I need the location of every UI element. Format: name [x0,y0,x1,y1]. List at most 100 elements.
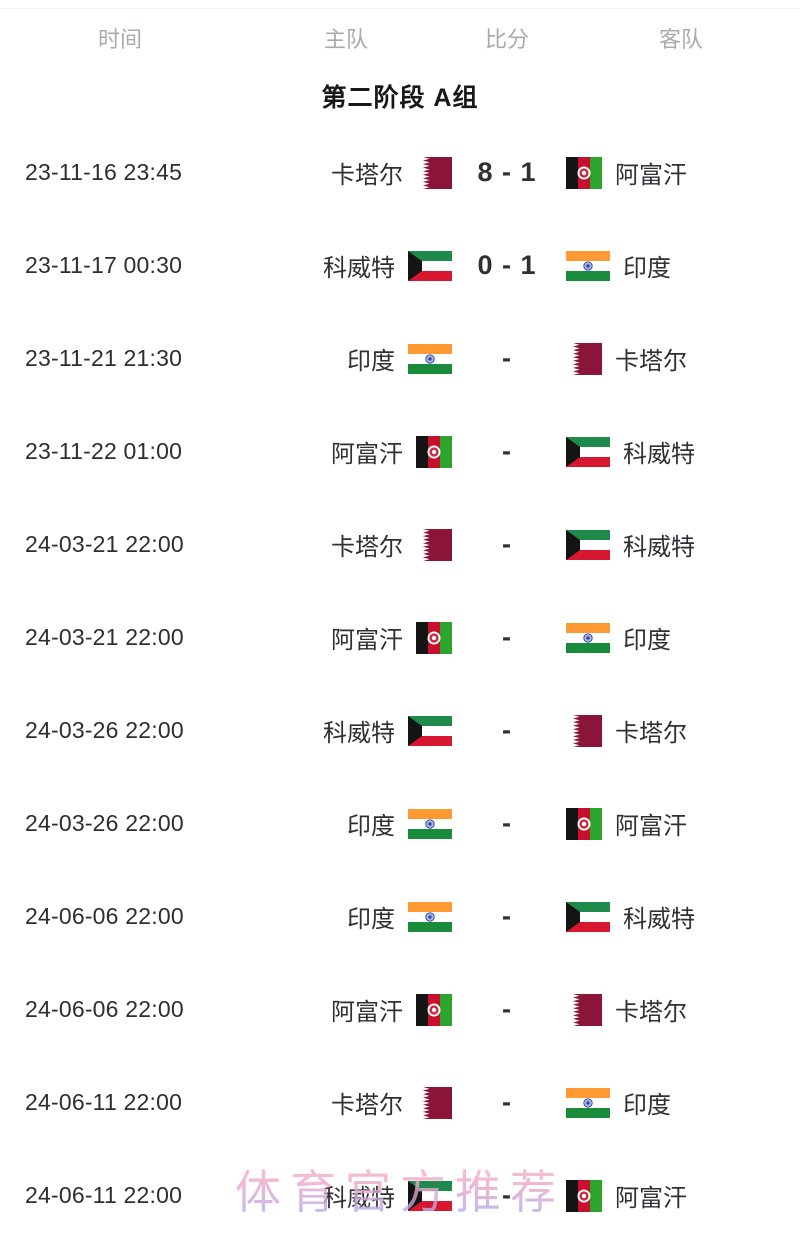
match-score: - [502,622,512,652]
away-team-flag-icon [566,901,610,932]
home-team-name: 卡塔尔 [331,162,403,189]
away-team-name: 阿富汗 [615,162,687,189]
away-team-flag-icon [566,436,610,467]
home-team-name: 科威特 [323,1185,395,1212]
away-team-flag-icon [566,1179,602,1212]
home-team-flag-icon [416,528,452,561]
away-team-cell: 科威特 [562,434,800,469]
away-team-flag-icon [566,156,602,189]
home-team-cell: 印度 [240,341,452,376]
match-list: 23-11-16 23:45 卡塔尔 8 - 1 阿富汗 23-11-17 00… [0,126,800,1233]
home-team-cell: 卡塔尔 [240,1085,452,1120]
away-team-name: 印度 [623,1092,671,1119]
away-team-name: 卡塔尔 [615,720,687,747]
home-team-flag-icon [408,901,452,932]
away-team-cell: 印度 [562,248,800,283]
match-score: - [502,808,512,838]
home-team-cell: 卡塔尔 [240,155,452,190]
away-team-cell: 阿富汗 [562,806,800,841]
column-header-time: 时间 [97,26,142,52]
away-team-cell: 印度 [562,620,800,655]
away-team-cell: 卡塔尔 [562,713,800,748]
match-score: - [502,343,512,373]
home-team-cell: 印度 [240,806,452,841]
top-divider [0,0,800,9]
match-score: 8 - 1 [477,157,537,187]
home-team-cell: 科威特 [240,248,452,283]
away-team-flag-icon [566,529,610,560]
match-time: 24-03-21 22:00 [25,624,184,650]
match-time: 24-06-06 22:00 [25,996,184,1022]
match-row[interactable]: 24-03-26 22:00 科威特 - 卡塔尔 [0,684,800,777]
away-team-flag-icon [566,342,602,375]
match-score: - [502,436,512,466]
away-team-name: 阿富汗 [615,813,687,840]
home-team-name: 卡塔尔 [331,1092,403,1119]
home-team-name: 卡塔尔 [331,534,403,561]
match-time: 24-03-21 22:00 [25,531,184,557]
home-team-flag-icon [416,621,452,654]
home-team-flag-icon [416,993,452,1026]
match-time: 24-03-26 22:00 [25,717,184,743]
match-row[interactable]: 24-03-26 22:00 印度 - 阿富汗 [0,777,800,870]
home-team-cell: 印度 [240,899,452,934]
match-row[interactable]: 24-03-21 22:00 阿富汗 - 印度 [0,591,800,684]
away-team-flag-icon [566,807,602,840]
home-team-flag-icon [416,1086,452,1119]
match-row[interactable]: 24-03-21 22:00 卡塔尔 - 科威特 [0,498,800,591]
match-score: - [502,1087,512,1117]
away-team-name: 印度 [623,255,671,282]
home-team-cell: 卡塔尔 [240,527,452,562]
match-score: - [502,901,512,931]
away-team-cell: 卡塔尔 [562,341,800,376]
home-team-name: 科威特 [323,720,395,747]
group-title-row: 第二阶段 A组 [0,66,800,126]
home-team-cell: 科威特 [240,713,452,748]
away-team-cell: 科威特 [562,527,800,562]
match-time: 23-11-21 21:30 [25,345,183,371]
home-team-flag-icon [416,156,452,189]
home-team-flag-icon [408,343,452,374]
home-team-name: 科威特 [323,255,395,282]
home-team-flag-icon [408,715,452,746]
match-row[interactable]: 23-11-17 00:30 科威特 0 - 1 印度 [0,219,800,312]
table-header: 时间 主队 比分 客队 [0,9,800,66]
match-time: 24-06-06 22:00 [25,903,184,929]
home-team-cell: 阿富汗 [240,434,452,469]
home-team-name: 阿富汗 [331,441,403,468]
match-time: 23-11-22 01:00 [25,438,183,464]
match-time: 24-06-11 22:00 [25,1182,183,1208]
match-row[interactable]: 24-06-06 22:00 印度 - 科威特 [0,870,800,963]
away-team-name: 科威特 [623,906,695,933]
away-team-name: 阿富汗 [615,1185,687,1212]
match-row[interactable]: 23-11-22 01:00 阿富汗 - 科威特 [0,405,800,498]
match-row[interactable]: 24-06-06 22:00 阿富汗 - 卡塔尔 [0,963,800,1056]
away-team-flag-icon [566,1087,610,1118]
away-team-cell: 阿富汗 [562,1178,800,1213]
away-team-cell: 阿富汗 [562,155,800,190]
away-team-name: 卡塔尔 [615,348,687,375]
match-row[interactable]: 24-06-11 22:00 科威特 - 阿富汗 [0,1149,800,1233]
home-team-flag-icon [408,1180,452,1211]
away-team-cell: 印度 [562,1085,800,1120]
away-team-cell: 科威特 [562,899,800,934]
match-score: - [502,529,512,559]
column-header-home: 主队 [323,26,368,52]
match-row[interactable]: 24-06-11 22:00 卡塔尔 - 印度 [0,1056,800,1149]
home-team-cell: 阿富汗 [240,620,452,655]
match-row[interactable]: 23-11-16 23:45 卡塔尔 8 - 1 阿富汗 [0,126,800,219]
home-team-cell: 阿富汗 [240,992,452,1027]
column-header-away: 客队 [658,26,703,52]
home-team-name: 印度 [347,348,395,375]
away-team-flag-icon [566,993,602,1026]
match-time: 23-11-17 00:30 [25,252,183,278]
away-team-name: 卡塔尔 [615,999,687,1026]
match-score: - [502,1180,512,1210]
away-team-flag-icon [566,250,610,281]
away-team-cell: 卡塔尔 [562,992,800,1027]
match-time: 23-11-16 23:45 [25,159,183,185]
home-team-cell: 科威特 [240,1178,452,1213]
away-team-name: 科威特 [623,534,695,561]
match-row[interactable]: 23-11-21 21:30 印度 - 卡塔尔 [0,312,800,405]
